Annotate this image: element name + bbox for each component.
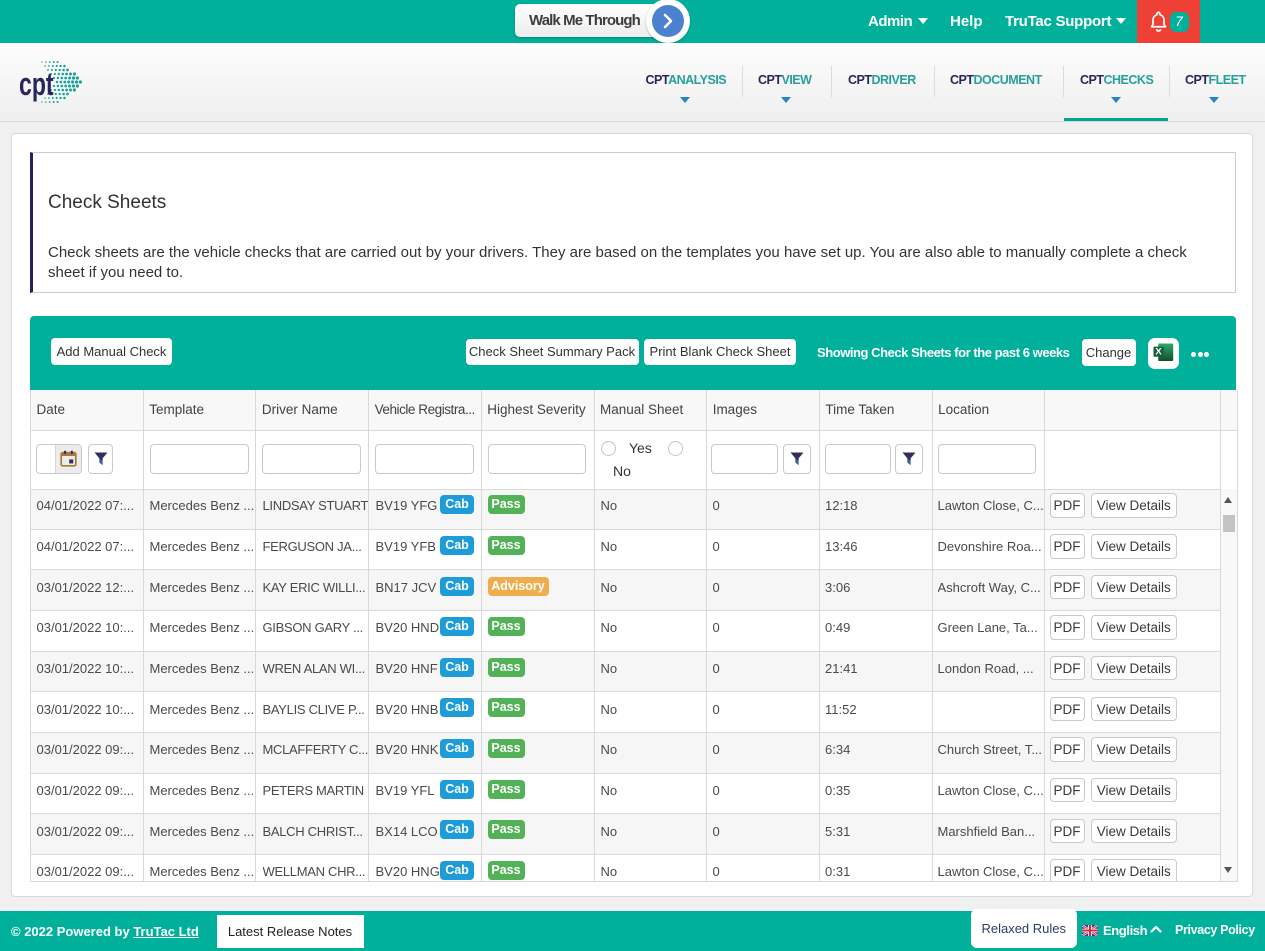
svg-text:X: X bbox=[1155, 347, 1162, 358]
